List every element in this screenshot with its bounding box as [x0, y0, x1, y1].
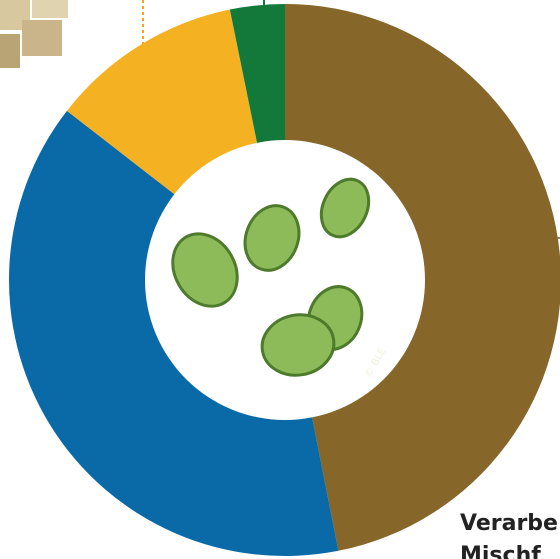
chart: © BLE Verarbe Mischf: [0, 0, 560, 559]
label: Verarbe: [460, 511, 558, 536]
box-icon: [0, 0, 68, 68]
label: Mischf: [460, 543, 541, 559]
